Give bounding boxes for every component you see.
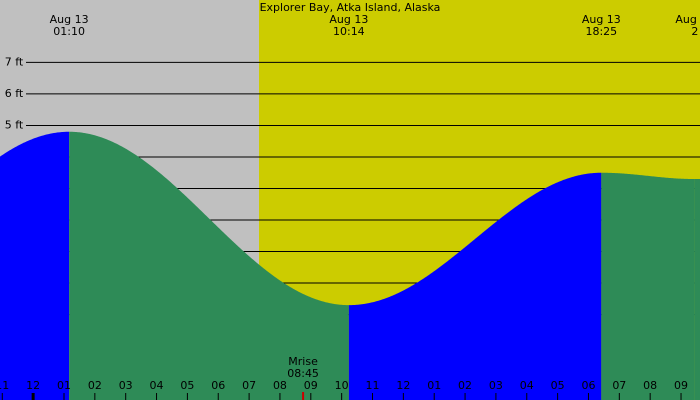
y-tick-label: 6 ft xyxy=(5,87,24,100)
x-tick-label: 05 xyxy=(551,379,565,392)
x-tick-label: 03 xyxy=(489,379,503,392)
x-tick-label: 04 xyxy=(520,379,534,392)
falling-tide-area xyxy=(601,172,695,400)
x-tick-label: 12 xyxy=(26,379,40,392)
x-tick-label: 01 xyxy=(57,379,71,392)
x-tick-label: 09 xyxy=(304,379,318,392)
event-date: Aug 13 xyxy=(582,13,621,26)
chart-title: Explorer Bay, Atka Island, Alaska xyxy=(260,1,441,14)
x-tick-label: 02 xyxy=(88,379,102,392)
x-tick-label: 01 xyxy=(427,379,441,392)
x-tick-label: 10 xyxy=(335,379,349,392)
y-tick-label: 5 ft xyxy=(5,118,24,131)
falling-tide-area xyxy=(69,131,349,400)
event-date: Aug 13 xyxy=(50,13,89,26)
event-time: 10:14 xyxy=(333,25,365,38)
x-tick-label: 08 xyxy=(273,379,287,392)
x-tick-label: 07 xyxy=(242,379,256,392)
moonrise-label: Mrise xyxy=(288,355,318,368)
x-tick-label: 08 xyxy=(643,379,657,392)
x-tick-label: 06 xyxy=(581,379,595,392)
x-tick-label: 04 xyxy=(150,379,164,392)
x-tick-label: 12 xyxy=(396,379,410,392)
x-tick-label: 11 xyxy=(366,379,380,392)
x-tick-label: 05 xyxy=(180,379,194,392)
event-date: Aug 13 xyxy=(329,13,368,26)
x-tick-label: 02 xyxy=(458,379,472,392)
moonrise-time: 08:45 xyxy=(287,367,319,380)
event-time: 2 xyxy=(691,25,698,38)
x-tick-label: 09 xyxy=(674,379,688,392)
event-time: 01:10 xyxy=(53,25,85,38)
x-tick-label: 06 xyxy=(211,379,225,392)
y-tick-label: 7 ft xyxy=(5,55,24,68)
falling-tide-area xyxy=(694,178,700,400)
x-tick-label: 03 xyxy=(119,379,133,392)
rising-tide-area xyxy=(348,172,602,400)
event-date: Aug 13 xyxy=(675,13,700,26)
x-tick-label: 11 xyxy=(0,379,9,392)
rising-tide-area xyxy=(0,131,70,400)
x-tick-label: 07 xyxy=(612,379,626,392)
event-time: 18:25 xyxy=(585,25,617,38)
